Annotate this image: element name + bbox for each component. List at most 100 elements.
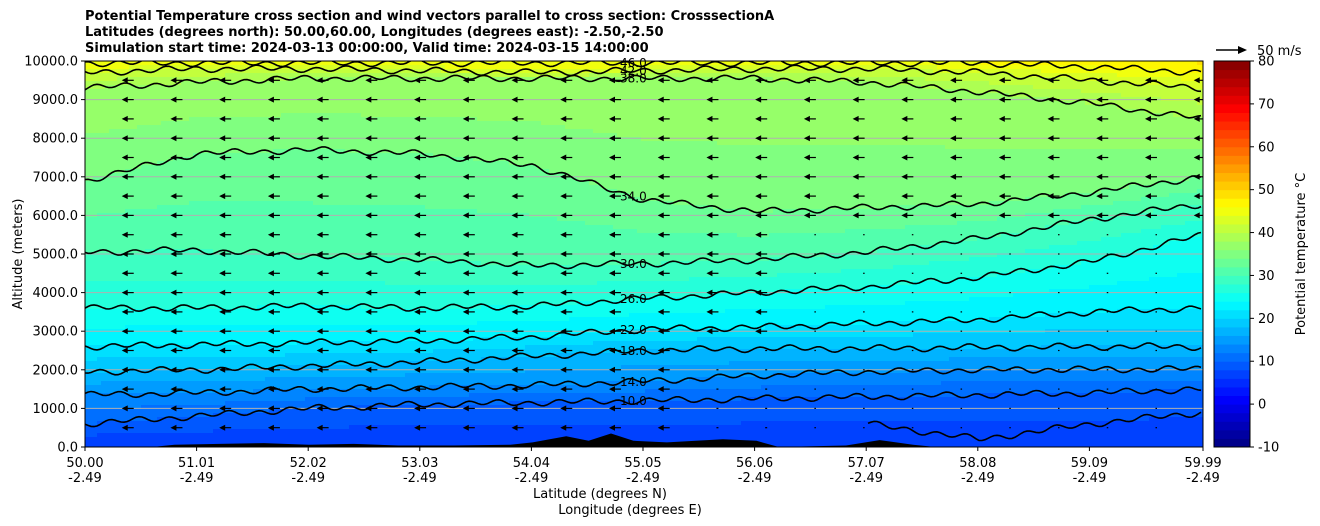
x-tick-label-lat: 58.08 [959, 456, 996, 471]
colorbar-segment [1214, 130, 1250, 139]
x-tick-label-lat: 52.02 [290, 456, 327, 471]
colorbar-segment [1214, 275, 1250, 284]
quiver-key-label: 50 m/s [1257, 44, 1302, 59]
colorbar-segment [1214, 207, 1250, 216]
y-tick-label: 5000.0 [33, 248, 79, 263]
contour-label: 22.0 [620, 323, 647, 337]
colorbar-tick-label: 30 [1258, 269, 1275, 284]
colorbar-segment [1214, 233, 1250, 242]
y-tick-label: 2000.0 [33, 363, 79, 378]
y-tick-label: 4000.0 [33, 286, 79, 301]
colorbar-segment [1214, 138, 1250, 147]
contour-label: 14.0 [620, 375, 647, 389]
wind-vector [73, 309, 85, 315]
contour-label: 10.0 [620, 394, 647, 408]
wind-vector [73, 425, 85, 431]
colorbar-segment [1214, 370, 1250, 379]
colorbar-segment [1214, 404, 1250, 413]
contour-label: 34.0 [620, 189, 647, 203]
y-tick-label: 1000.0 [33, 402, 79, 417]
colorbar-segment [1214, 104, 1250, 113]
quiver-key-arrow [1238, 46, 1247, 54]
wind-vector [73, 155, 85, 161]
colorbar-segment [1214, 353, 1250, 362]
y-tick-label: 8000.0 [33, 132, 79, 147]
colorbar-segment [1214, 61, 1250, 70]
colorbar-segment [1214, 147, 1250, 156]
x-tick-label-lat: 51.01 [178, 456, 215, 471]
x-tick-label-lon: -2.49 [849, 471, 883, 486]
wind-vector [73, 116, 85, 122]
y-tick-label: 6000.0 [33, 209, 79, 224]
colorbar-segment [1214, 87, 1250, 96]
colorbar-segment [1214, 155, 1250, 164]
colorbar-segment [1214, 258, 1250, 267]
colorbar-segment [1214, 70, 1250, 79]
x-tick-label-lat: 53.03 [401, 456, 438, 471]
colorbar-segment [1214, 241, 1250, 250]
colorbar-segment [1214, 224, 1250, 233]
colorbar-segment [1214, 112, 1250, 121]
wind-vector [73, 77, 85, 83]
colorbar-segment [1214, 250, 1250, 259]
colorbar-segment [1214, 293, 1250, 302]
colorbar-segment [1214, 310, 1250, 319]
colorbar-tick-label: 20 [1258, 312, 1275, 327]
x-tick-label-lon: -2.49 [515, 471, 549, 486]
colorbar-segment [1214, 95, 1250, 104]
x-tick-label-lat: 59.09 [1071, 456, 1108, 471]
colorbar-tick-label: 60 [1258, 140, 1275, 155]
x-axis: 50.00-2.4951.01-2.4952.02-2.4953.03-2.49… [66, 447, 1221, 486]
x-tick-label-lat: 57.07 [848, 456, 885, 471]
x-tick-label-lon: -2.49 [180, 471, 214, 486]
y-axis-label: Altitude (meters) [11, 199, 26, 310]
x-tick-label-lat: 50.00 [66, 456, 103, 471]
x-tick-label-lon: -2.49 [1186, 471, 1220, 486]
colorbar-segment [1214, 344, 1250, 353]
colorbar-segment [1214, 173, 1250, 182]
colorbar-segment [1214, 430, 1250, 439]
colorbar-segment [1214, 438, 1250, 447]
contour-label: 26.0 [620, 292, 647, 306]
colorbar-tick-label: 50 [1258, 183, 1275, 198]
colorbar-segment [1214, 421, 1250, 430]
x-tick-label-lon: -2.49 [68, 471, 102, 486]
wind-vector [73, 193, 85, 199]
colorbar-label: Potential temperature °C [1294, 173, 1309, 336]
colorbar-tick-label: -10 [1258, 441, 1279, 456]
colorbar-segment [1214, 164, 1250, 173]
y-tick-label: 0.0 [57, 441, 78, 456]
x-tick-label-lon: -2.49 [291, 471, 325, 486]
x-tick-label-lon: -2.49 [1073, 471, 1107, 486]
x-tick-label-lat: 56.06 [736, 456, 773, 471]
y-tick-label: 3000.0 [33, 325, 79, 340]
colorbar-tick-label: 10 [1258, 355, 1275, 370]
colorbar-segment [1214, 378, 1250, 387]
x-axis-label: Latitude (degrees N) [533, 487, 667, 502]
colorbar-tick-label: 0 [1258, 398, 1266, 413]
wind-vector [73, 348, 85, 354]
colorbar-segment [1214, 267, 1250, 276]
colorbar-segment [1214, 301, 1250, 310]
colorbar-segment [1214, 190, 1250, 199]
colorbar-segment [1214, 387, 1250, 396]
colorbar-segment [1214, 215, 1250, 224]
colorbar-segment [1214, 335, 1250, 344]
x-tick-label-lat: 59.99 [1184, 456, 1221, 471]
colorbar-segment [1214, 318, 1250, 327]
colorbar-segment [1214, 284, 1250, 293]
colorbar-segment [1214, 413, 1250, 422]
contour-label: 18.0 [620, 344, 647, 358]
x-tick-label-lon: -2.49 [626, 471, 660, 486]
colorbar-segment [1214, 327, 1250, 336]
wind-vector [73, 386, 85, 392]
wind-vector [73, 232, 85, 238]
colorbar-segment [1214, 361, 1250, 370]
x-tick-label-lon: -2.49 [961, 471, 995, 486]
x-tick-label-lat: 55.05 [624, 456, 661, 471]
y-tick-label: 10000.0 [24, 55, 78, 70]
colorbar-segment [1214, 396, 1250, 405]
colorbar-segment [1214, 198, 1250, 207]
